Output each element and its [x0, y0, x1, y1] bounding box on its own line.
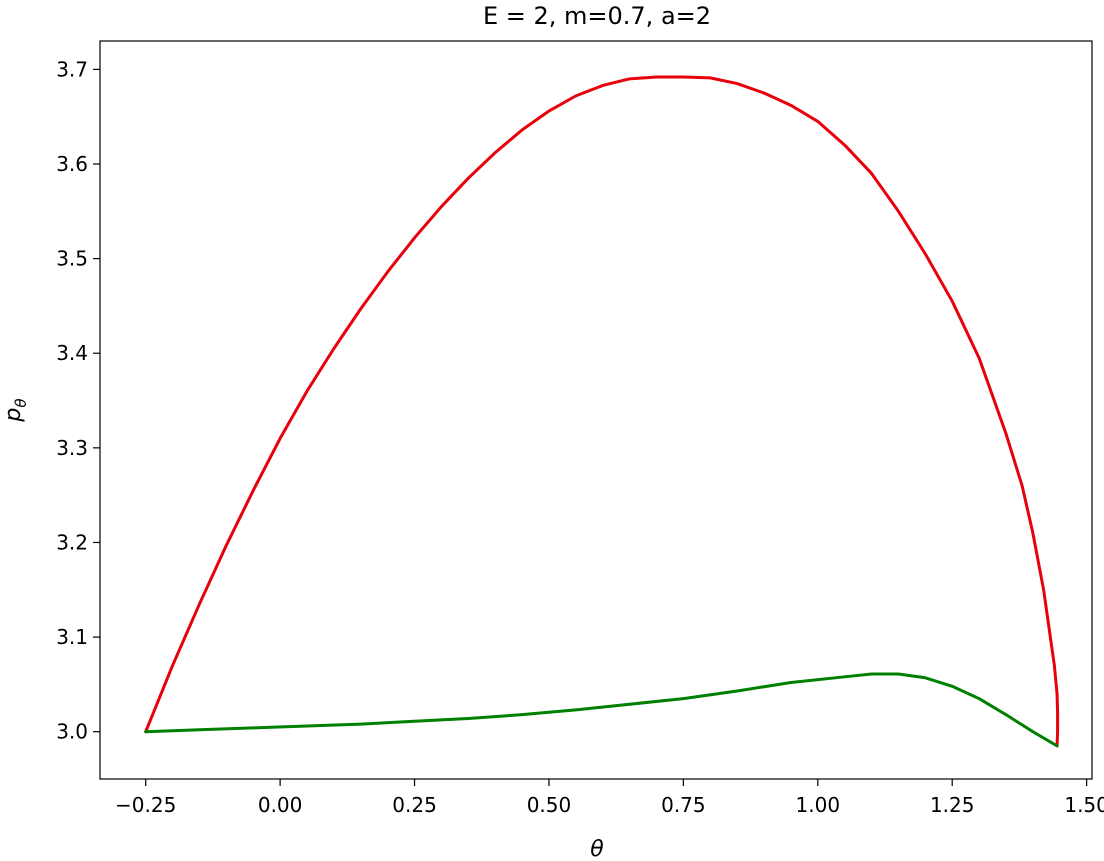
y-tick-label: 3.1: [56, 625, 88, 649]
x-tick-label: 1.00: [796, 793, 841, 817]
y-tick-label: 3.6: [56, 152, 88, 176]
series-line-green: [144, 672, 1059, 748]
x-tick-label: 1.25: [930, 793, 975, 817]
x-axis-ticks: −0.25 0.00 0.25 0.50 0.75 1.00 1.25 1.50: [115, 779, 1104, 817]
y-axis-label-main: p: [1, 408, 26, 423]
series-line-red: [144, 75, 1060, 748]
y-tick-label: 3.5: [56, 247, 88, 271]
y-tick-label: 3.7: [56, 57, 88, 81]
y-axis-label-subscript: θ: [12, 398, 30, 407]
x-tick-label: 0.50: [527, 793, 572, 817]
y-tick-label: 3.2: [56, 530, 88, 554]
series-group: [144, 75, 1060, 748]
x-tick-label: 0.00: [258, 793, 303, 817]
x-tick-label: 0.25: [392, 793, 437, 817]
y-tick-label: 3.4: [56, 341, 88, 365]
x-axis-label: θ: [590, 837, 604, 861]
chart-title: E = 2, m=0.7, a=2: [483, 2, 711, 30]
y-tick-label: 3.3: [56, 436, 88, 460]
x-tick-label: 1.50: [1064, 793, 1104, 817]
x-tick-label: 0.75: [661, 793, 706, 817]
y-axis-label: pθ: [1, 398, 30, 422]
x-tick-label: −0.25: [115, 793, 176, 817]
y-tick-label: 3.0: [56, 720, 88, 744]
plot-area-frame: [99, 40, 1093, 780]
y-axis-ticks: 3.0 3.1 3.2 3.3 3.4 3.5 3.6 3.7: [56, 57, 100, 744]
